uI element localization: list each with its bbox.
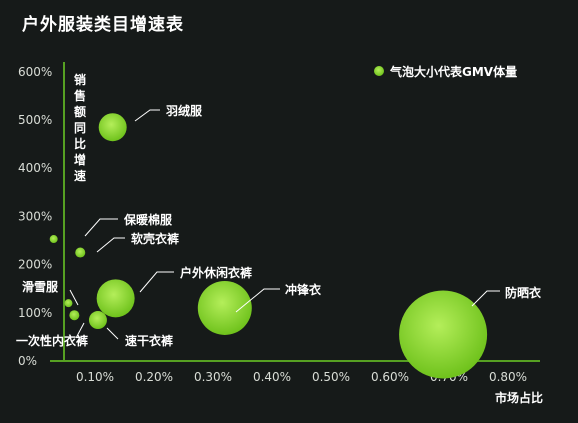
- leader-line: [106, 327, 119, 340]
- y-tick-label: 0%: [18, 354, 37, 368]
- bubble: [96, 279, 135, 318]
- leader-line: [134, 109, 160, 122]
- bubble-label: 保暖棉服: [123, 212, 173, 227]
- leader-line: [84, 218, 118, 237]
- x-tick-label: 0.60%: [371, 370, 409, 384]
- bubble-label: 冲锋衣: [285, 282, 321, 297]
- x-tick-label: 0.30%: [194, 370, 232, 384]
- bubble: [399, 290, 488, 379]
- axes: 0% 100% 200% 300% 400% 500% 600% 0.10% 0.20% 0.30…: [18, 62, 543, 405]
- bubble: [49, 235, 58, 244]
- bubble: [197, 280, 252, 335]
- bubble: [88, 311, 107, 330]
- leader-line: [69, 289, 79, 306]
- bubble: [69, 310, 80, 321]
- legend-marker: [374, 66, 384, 76]
- leader-line: [96, 237, 125, 253]
- bubble-label: 户外休闲衣裤: [180, 265, 252, 280]
- legend: 气泡大小代表GMV体量: [374, 64, 517, 79]
- y-tick-label: 300%: [18, 209, 52, 223]
- x-tick-label: 0.80%: [489, 370, 527, 384]
- y-tick-label: 100%: [18, 306, 52, 320]
- bubble-label: 羽绒服: [166, 103, 203, 118]
- bubble: [64, 299, 73, 308]
- x-tick-label: 0.50%: [312, 370, 350, 384]
- bubble-label: 防晒衣: [505, 285, 541, 300]
- bubble: [98, 113, 127, 142]
- bubbles: [49, 113, 488, 379]
- y-tick-label: 600%: [18, 65, 52, 79]
- x-tick-label: 0.20%: [135, 370, 173, 384]
- legend-label: 气泡大小代表GMV体量: [389, 64, 517, 79]
- y-tick-label: 500%: [18, 113, 52, 127]
- x-tick-label: 0.10%: [76, 370, 114, 384]
- bubble-label: 软壳衣裤: [131, 231, 179, 246]
- bubble-label: 速干衣裤: [125, 333, 173, 348]
- leader-line: [471, 290, 500, 307]
- y-tick-label: 200%: [18, 258, 52, 272]
- chart-title: 户外服装类目增速表: [22, 15, 184, 35]
- bubble: [75, 247, 86, 258]
- y-axis-title: 销售额同比增速: [74, 72, 86, 183]
- x-tick-label: 0.40%: [253, 370, 291, 384]
- leader-line: [75, 322, 85, 339]
- y-tick-label: 400%: [18, 161, 52, 175]
- bubble-label: 一次性内衣裤: [16, 333, 88, 348]
- leader-line: [235, 288, 280, 313]
- leader-line: [139, 271, 174, 293]
- bubble-label: 滑雪服: [22, 279, 59, 294]
- x-axis-title: 市场占比: [495, 390, 543, 405]
